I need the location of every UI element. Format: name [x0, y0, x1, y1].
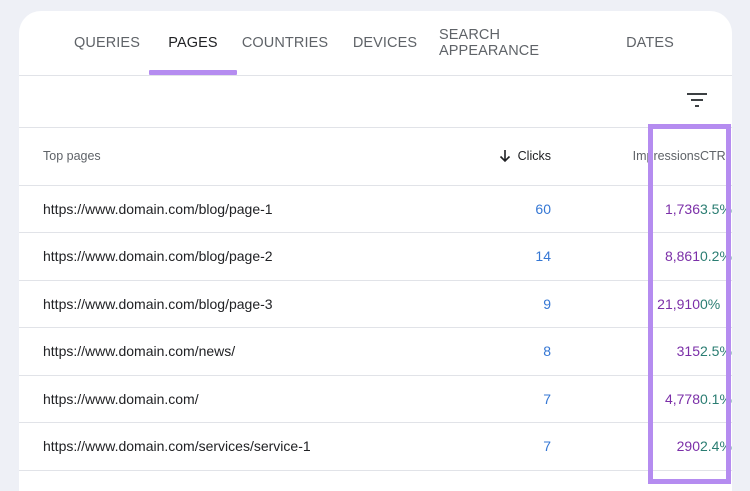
table-row[interactable]: https://www.domain.com/blog/page-1 60 1,… — [19, 185, 732, 233]
table-row[interactable]: https://www.domain.com/services/service-… — [19, 422, 732, 471]
ctr-value: 2.4% — [700, 422, 732, 471]
tab-queries[interactable]: QUERIES — [74, 35, 140, 51]
table-toolbar — [19, 76, 732, 128]
pages-table: Top pages Clicks Impressions CTR https:/… — [19, 128, 732, 471]
tab-search-appearance[interactable]: SEARCH APPEARANCE — [439, 27, 540, 59]
clicks-value: 60 — [449, 185, 551, 233]
filter-icon[interactable] — [687, 92, 707, 108]
page-url[interactable]: https://www.domain.com/blog/page-1 — [19, 185, 449, 233]
impressions-value: 1,736 — [551, 185, 700, 233]
table-row[interactable]: https://www.domain.com/ 7 4,778 0.1% — [19, 375, 732, 423]
table-row[interactable]: https://www.domain.com/blog/page-2 14 8,… — [19, 232, 732, 281]
page-url[interactable]: https://www.domain.com/ — [19, 375, 449, 423]
active-tab-indicator — [149, 70, 237, 75]
ctr-value: 3.5% — [700, 185, 732, 233]
impressions-value: 21,910 — [551, 280, 700, 328]
arrow-down-icon — [499, 150, 510, 163]
tab-countries[interactable]: COUNTRIES — [241, 35, 329, 51]
page-url[interactable]: https://www.domain.com/blog/page-3 — [19, 280, 449, 328]
header-clicks[interactable]: Clicks — [449, 128, 551, 186]
header-ctr[interactable]: CTR — [700, 128, 732, 186]
clicks-value: 7 — [449, 422, 551, 471]
table-row[interactable]: https://www.domain.com/news/ 8 315 2.5% — [19, 327, 732, 376]
clicks-value: 14 — [449, 232, 551, 281]
impressions-value: 315 — [551, 327, 700, 376]
page-url[interactable]: https://www.domain.com/blog/page-2 — [19, 232, 449, 281]
table-row[interactable]: https://www.domain.com/blog/page-3 9 21,… — [19, 280, 732, 328]
ctr-value: 0% — [700, 280, 732, 328]
ctr-value: 0.2% — [700, 232, 732, 281]
clicks-value: 8 — [449, 327, 551, 376]
table-header-row: Top pages Clicks Impressions CTR — [19, 128, 732, 186]
header-top-pages: Top pages — [19, 128, 449, 186]
performance-card: QUERIES PAGES COUNTRIES DEVICES SEARCH A… — [19, 11, 732, 491]
ctr-value: 0.1% — [700, 375, 732, 423]
page-url[interactable]: https://www.domain.com/news/ — [19, 327, 449, 376]
ctr-value: 2.5% — [700, 327, 732, 376]
header-clicks-label: Clicks — [517, 149, 551, 164]
tab-devices[interactable]: DEVICES — [352, 35, 418, 51]
tab-pages[interactable]: PAGES — [168, 35, 218, 51]
page-url[interactable]: https://www.domain.com/services/service-… — [19, 422, 449, 471]
clicks-value: 9 — [449, 280, 551, 328]
clicks-value: 7 — [449, 375, 551, 423]
impressions-value: 4,778 — [551, 375, 700, 423]
impressions-value: 8,861 — [551, 232, 700, 281]
header-impressions[interactable]: Impressions — [551, 128, 700, 186]
impressions-value: 290 — [551, 422, 700, 471]
tab-dates[interactable]: DATES — [626, 35, 674, 51]
tab-bar: QUERIES PAGES COUNTRIES DEVICES SEARCH A… — [19, 11, 732, 76]
